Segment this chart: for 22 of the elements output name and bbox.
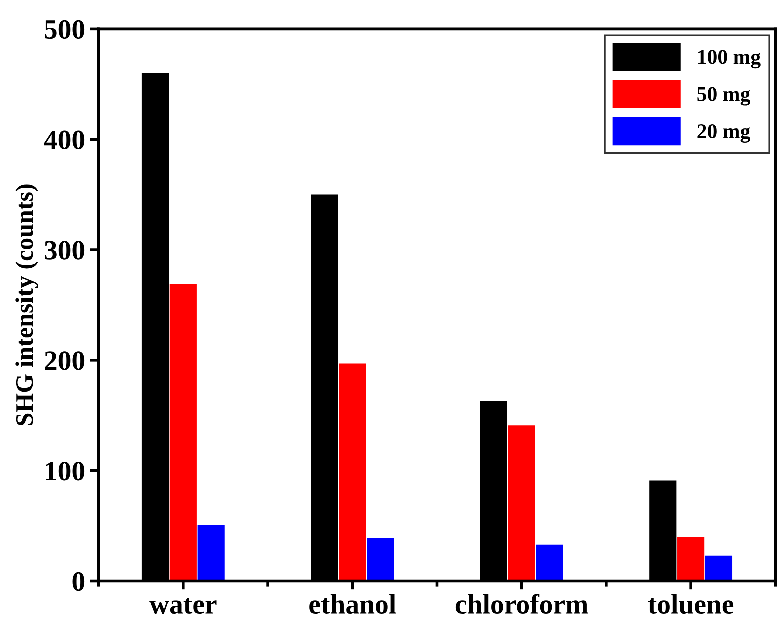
- bar: [678, 537, 705, 582]
- bar: [170, 284, 197, 582]
- legend-label: 50 mg: [698, 87, 750, 106]
- x-tick-label: water: [150, 598, 217, 614]
- y-tick-label: 500: [45, 20, 85, 40]
- legend-label: 20 mg: [698, 124, 750, 143]
- bar: [367, 538, 394, 582]
- x-tick-label: toluene: [648, 594, 734, 614]
- bar: [508, 426, 536, 582]
- y-tick-label: 300: [44, 241, 85, 260]
- y-tick-label: 100: [46, 462, 85, 481]
- bar: [705, 556, 733, 582]
- bar: [339, 364, 366, 582]
- x-tick-label: chloroform: [456, 594, 588, 614]
- bar: [536, 544, 564, 582]
- x-tick-label: ethanol: [310, 594, 396, 614]
- y-axis-title: SHG intensity (counts): [16, 184, 38, 426]
- y-tick-label: 0: [72, 572, 85, 592]
- y-tick-label: 200: [45, 352, 85, 370]
- y-tick-label: 400: [44, 130, 85, 150]
- bar: [198, 524, 225, 582]
- legend-label: 100 mg: [698, 50, 761, 69]
